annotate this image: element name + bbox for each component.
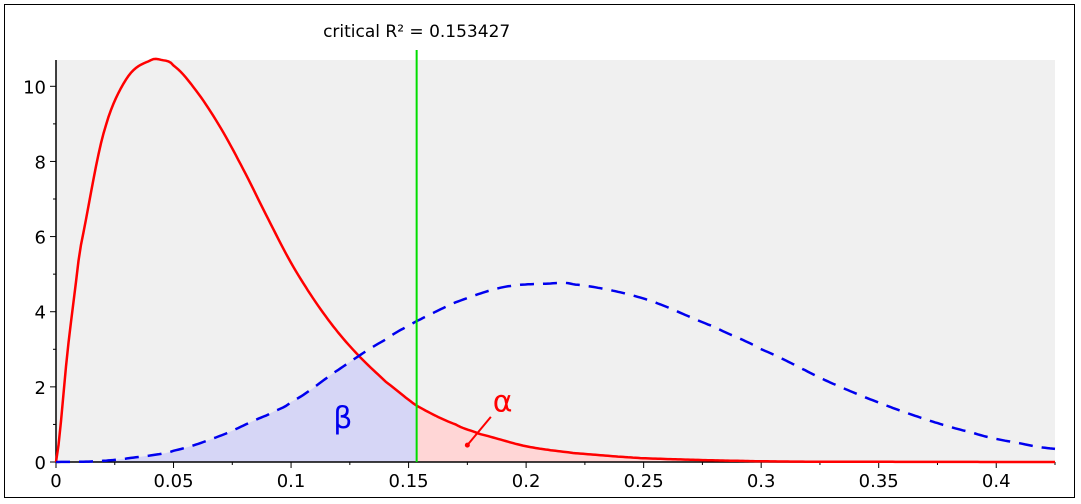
x-tick-label: 0.35: [859, 471, 899, 492]
blue-density-curve: [56, 281, 1056, 464]
critical-value-label: critical R² = 0.153427: [323, 22, 510, 42]
y-tick-label: 2: [35, 378, 46, 399]
x-tick-label: 0.15: [389, 471, 429, 492]
alpha-region-label: α: [493, 384, 513, 419]
beta-region-label: β: [333, 401, 352, 436]
y-tick-label: 6: [35, 228, 46, 249]
x-tick-label: 0.3: [747, 471, 776, 492]
y-tick-label: 8: [35, 152, 46, 173]
x-tick-label: 0.05: [153, 471, 193, 492]
alpha-pointer: [466, 416, 492, 446]
y-tick-label: 0: [35, 453, 46, 474]
x-tick-label: 0.2: [512, 471, 541, 492]
alpha-pointer-dot: [464, 442, 470, 448]
x-tick-label: 0.4: [982, 471, 1011, 492]
red-density-curve: [54, 57, 1055, 464]
x-tick-label: 0.1: [277, 471, 306, 492]
x-tick-label: 0.25: [624, 471, 664, 492]
y-tick-label: 10: [23, 77, 46, 98]
beta-region: [56, 355, 417, 462]
alpha-region: [416, 405, 1056, 462]
plot-area: [56, 60, 1055, 462]
x-tick-label: 0: [50, 471, 61, 492]
y-tick-label: 4: [35, 303, 46, 324]
